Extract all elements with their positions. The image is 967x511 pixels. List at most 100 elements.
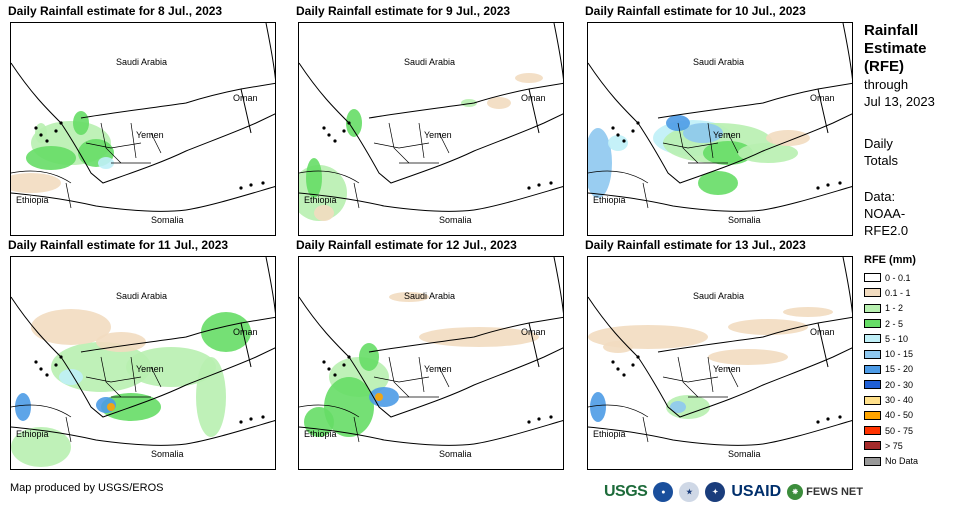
island-mark (631, 129, 635, 133)
coastline (588, 62, 852, 184)
island-mark (826, 183, 830, 187)
map-panel-8jul: Daily Rainfall estimate for 8 Jul., 2023… (8, 4, 276, 236)
place-label: Oman (233, 93, 258, 103)
rainfall-patch (375, 393, 383, 401)
map-area: Saudi Arabia Oman Yemen Ethiopia Somalia (298, 256, 564, 470)
island-mark (622, 373, 626, 377)
island-mark (611, 126, 615, 130)
map-area: Saudi Arabia Oman Yemen Ethiopia Somalia (10, 22, 276, 236)
oman-coast (553, 23, 563, 80)
island-mark (59, 355, 63, 359)
rainfall-patch (389, 292, 429, 302)
rainfall-patch (666, 395, 710, 419)
legend-item: > 75 (864, 438, 918, 453)
place-label: Somalia (439, 215, 472, 225)
rainfall-patch (708, 349, 788, 365)
island-mark (616, 367, 620, 371)
horn-borders (299, 404, 360, 443)
yemen-governorates (85, 122, 162, 164)
legend-swatch (864, 441, 881, 451)
rainfall-patch (487, 97, 511, 109)
place-label: Saudi Arabia (116, 291, 167, 301)
place-label: Somalia (728, 449, 761, 459)
coastline (299, 296, 563, 418)
island-mark (816, 420, 820, 424)
legend-label: 50 - 75 (885, 425, 914, 436)
map-svg: Saudi Arabia Oman Yemen Ethiopia Somalia (588, 23, 852, 225)
side-date: Jul 13, 2023 (864, 94, 935, 109)
map-svg: Saudi Arabia Oman Yemen Ethiopia Somalia (299, 23, 563, 225)
rainfall-patch (59, 369, 83, 385)
oman-border (817, 82, 852, 90)
place-label: Saudi Arabia (404, 291, 455, 301)
island-mark (45, 373, 49, 377)
island-mark (34, 126, 38, 130)
island-mark (261, 415, 265, 419)
island-mark (616, 133, 620, 137)
somalia-coast (762, 420, 852, 445)
legend-swatch (864, 380, 881, 390)
coastline (299, 62, 563, 184)
island-mark (54, 129, 58, 133)
usaid-seal-icon: ✦ (705, 482, 726, 502)
island-mark (816, 186, 820, 190)
oman-coast (265, 23, 275, 80)
legend-label: 5 - 10 (885, 333, 909, 344)
rainfall-patch (96, 332, 146, 352)
legend-swatch (864, 273, 881, 283)
boundaries (11, 23, 275, 212)
rainfall-patch (608, 135, 628, 151)
horn-borders (11, 404, 72, 443)
map-svg: Saudi Arabia Oman Yemen Ethiopia Somalia (11, 257, 275, 467)
place-label: Ethiopia (16, 195, 49, 205)
legend-item: 2 - 5 (864, 316, 918, 331)
oman-border (817, 316, 852, 324)
saudi-yemen-border (657, 88, 829, 134)
legend-item: 15 - 20 (864, 362, 918, 377)
saudi-yemen-border (368, 322, 540, 368)
oman-border (528, 316, 563, 324)
legend-swatch (864, 364, 881, 374)
rainfall-patch (346, 109, 362, 137)
map-panel-12jul: Daily Rainfall estimate for 12 Jul., 202… (296, 238, 564, 470)
island-mark (537, 417, 541, 421)
side-through: through (864, 77, 909, 92)
place-label: Yemen (424, 364, 452, 374)
horn-borders (588, 404, 649, 443)
legend-label: > 75 (885, 440, 903, 451)
oman-coast (265, 257, 275, 314)
legend-swatch (864, 426, 881, 436)
legend-label: No Data (885, 456, 919, 467)
legend-label: 10 - 15 (885, 349, 914, 360)
rainfall-patch (698, 171, 738, 195)
island-mark (622, 139, 626, 143)
island-mark (347, 355, 351, 359)
rainfall-patch (126, 347, 216, 387)
somalia-coast (473, 420, 563, 445)
place-label: Oman (810, 93, 835, 103)
yemen-governorates (662, 122, 739, 164)
coastline (588, 296, 852, 418)
rainfall-patch (670, 401, 686, 413)
rainfall-patch (324, 377, 374, 437)
island-mark (45, 139, 49, 143)
legend-item: 1 - 2 (864, 301, 918, 316)
rainfall-patch (683, 123, 723, 143)
legend-item: 40 - 50 (864, 408, 918, 423)
rainfall-patch (98, 157, 114, 169)
somalia-coast (473, 186, 563, 211)
island-mark (261, 181, 265, 185)
map-svg: Saudi Arabia Oman Yemen Ethiopia Somalia (11, 23, 275, 225)
legend-item: 5 - 10 (864, 331, 918, 346)
legend-item: 20 - 30 (864, 377, 918, 392)
place-label: Oman (233, 327, 258, 337)
rainfall-layer (588, 115, 810, 198)
map-area: Saudi Arabia Oman Yemen Ethiopia Somalia (587, 256, 853, 470)
map-panel-10jul: Daily Rainfall estimate for 10 Jul., 202… (585, 4, 853, 236)
rainfall-patch (73, 111, 89, 135)
island-mark (527, 186, 531, 190)
oman-coast (842, 23, 852, 80)
map-panel-9jul: Daily Rainfall estimate for 9 Jul., 2023… (296, 4, 564, 236)
place-label: Yemen (424, 130, 452, 140)
boundaries (588, 23, 852, 212)
